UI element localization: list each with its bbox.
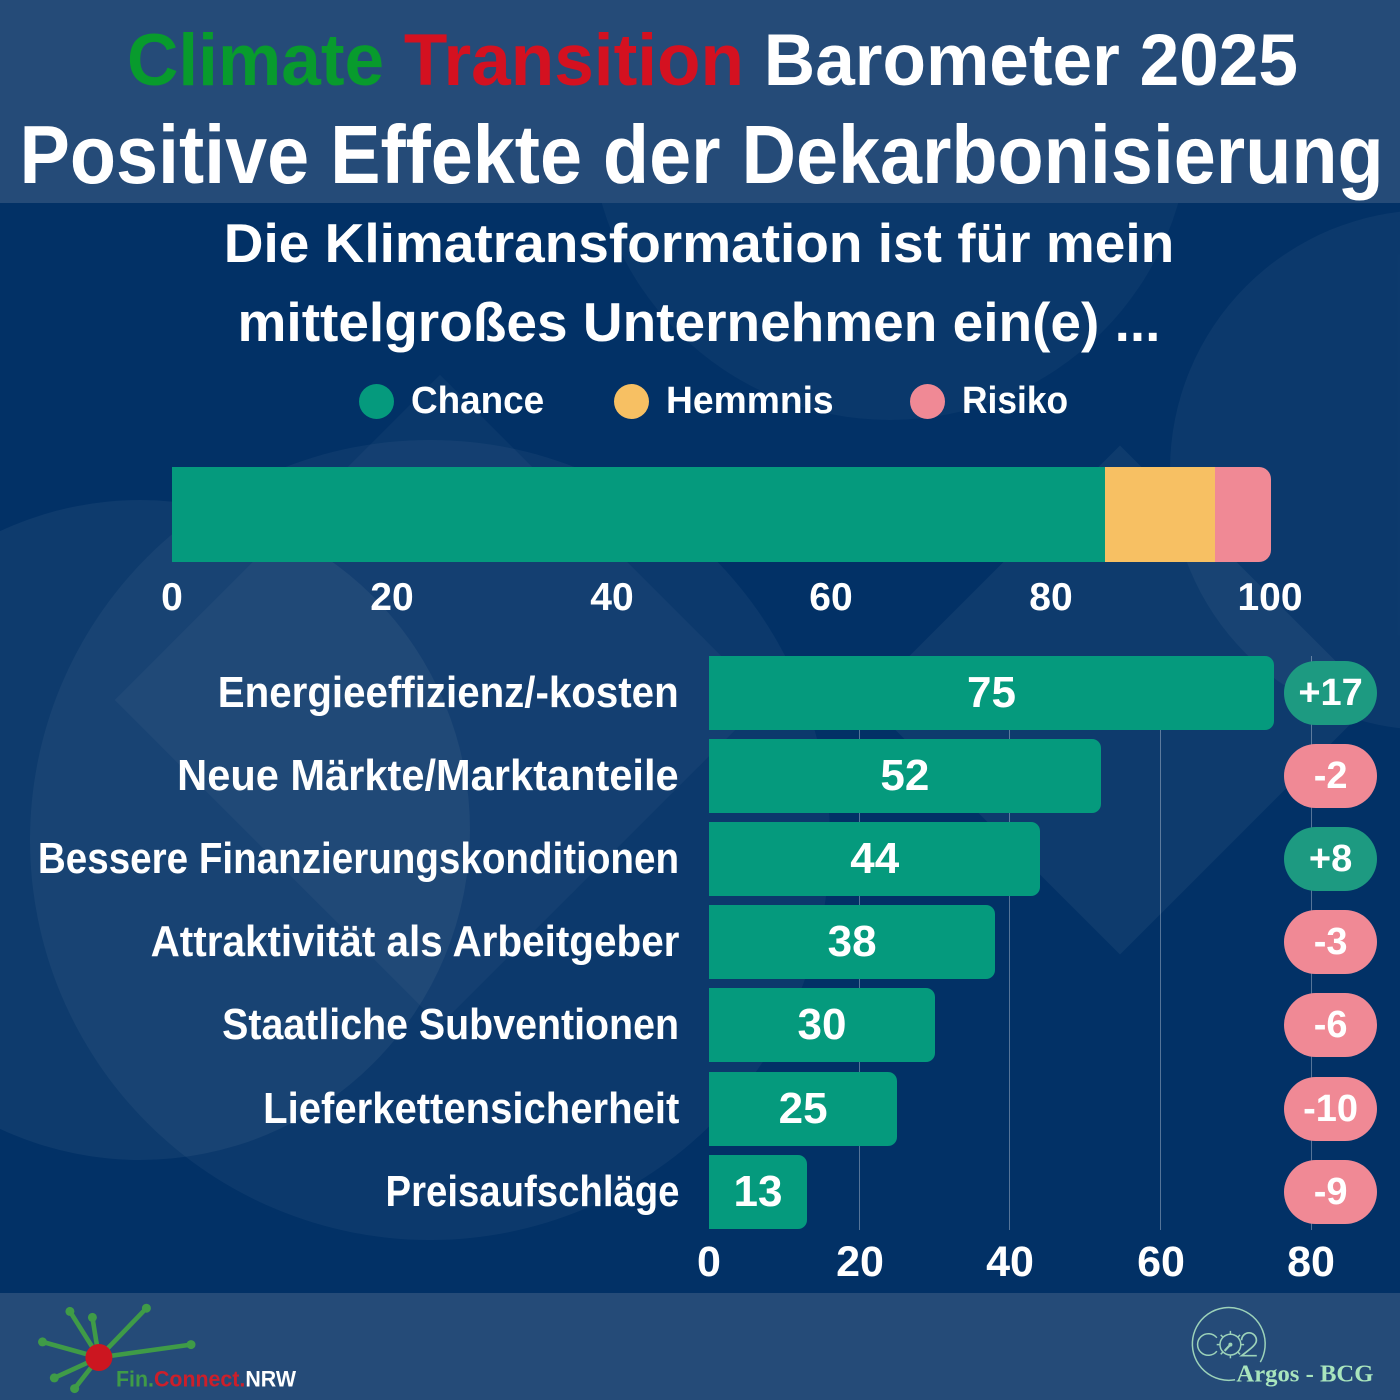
svg-text:Argos - BCG: Argos - BCG	[1236, 1361, 1373, 1387]
svg-text:Fin.Connect.NRW: Fin.Connect.NRW	[116, 1367, 297, 1392]
